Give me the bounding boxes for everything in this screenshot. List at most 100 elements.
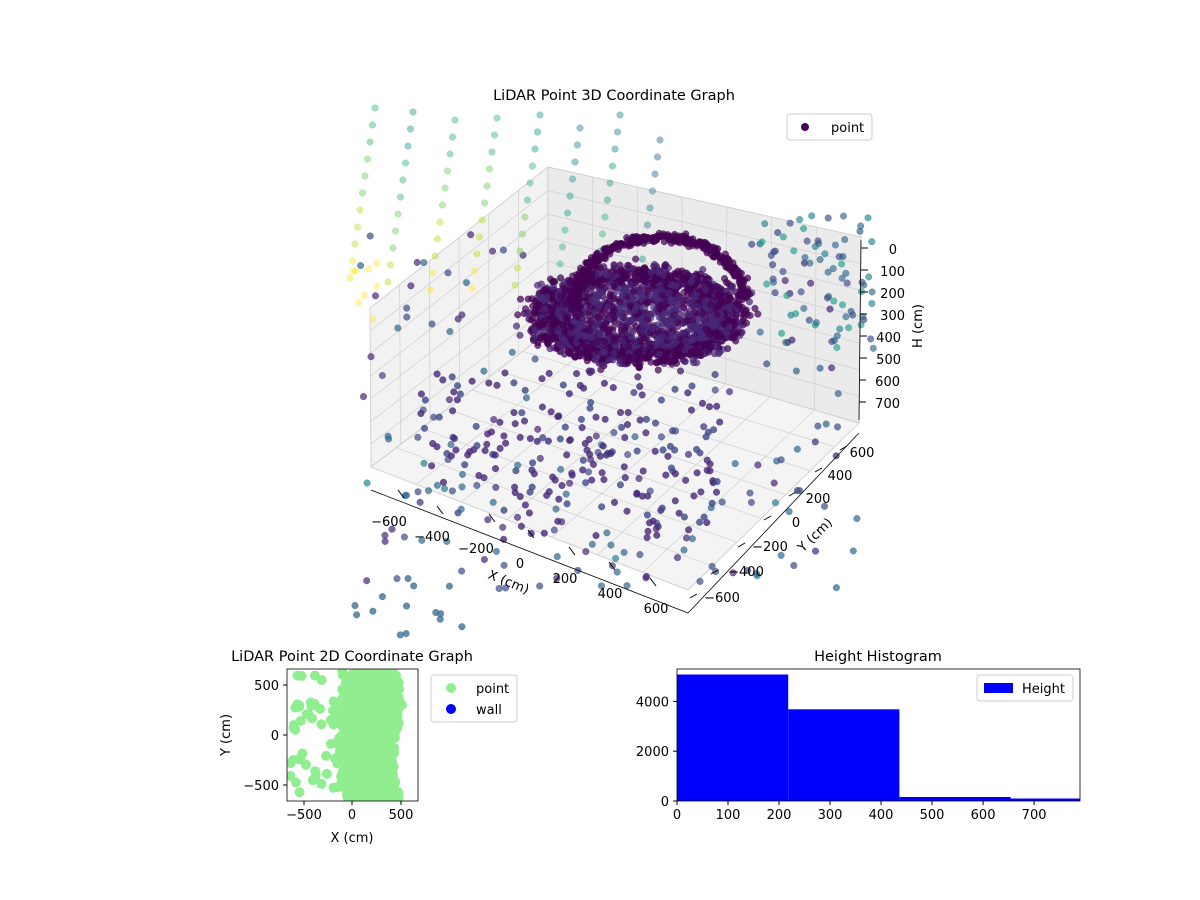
point-2d	[288, 722, 299, 733]
point-3d	[420, 459, 428, 467]
point-3d	[522, 394, 531, 402]
point-3d	[587, 254, 595, 262]
point-3d	[625, 242, 633, 250]
point-2d	[362, 771, 373, 782]
x-tick-label: 0	[516, 557, 524, 572]
point-3d	[726, 264, 734, 272]
point-cloud	[346, 104, 877, 639]
point-3d	[823, 294, 831, 302]
y-ticks-2d: 500 0 −500	[243, 679, 287, 794]
point-3d	[705, 280, 713, 289]
point-3d	[779, 267, 787, 276]
point-3d	[842, 269, 850, 277]
point-3d	[602, 320, 610, 328]
point-3d	[582, 548, 590, 556]
point-3d	[713, 311, 721, 319]
point-3d	[826, 305, 834, 313]
point-2d	[377, 669, 388, 675]
point-3d	[688, 535, 696, 543]
point-2d	[294, 787, 305, 798]
point-3d	[381, 537, 389, 545]
point-3d	[625, 353, 633, 361]
point-3d	[649, 234, 657, 242]
point-3d	[731, 460, 739, 468]
point-3d	[771, 499, 780, 507]
point-3d	[447, 452, 455, 460]
point-3d	[615, 320, 623, 328]
point-3d	[733, 329, 741, 337]
point-3d	[399, 176, 407, 184]
point-2d	[367, 691, 378, 702]
point-3d	[833, 343, 841, 352]
point-2d	[376, 761, 387, 772]
point-2d	[343, 747, 354, 758]
point-3d	[671, 385, 679, 393]
point-3d	[453, 396, 461, 404]
z-tick-label: 300	[880, 309, 905, 324]
grid-line-3d	[522, 350, 835, 448]
point-3d	[400, 533, 408, 541]
point-3d	[782, 338, 790, 346]
point-3d	[642, 574, 650, 582]
point-3d	[687, 406, 696, 414]
point-3d	[433, 481, 441, 489]
point-3d	[363, 479, 371, 487]
point-3d	[774, 229, 782, 237]
point-3d	[833, 423, 842, 431]
point-3d	[500, 432, 508, 440]
point-3d	[528, 162, 537, 170]
point-2d	[375, 690, 386, 701]
point-3d	[407, 282, 415, 290]
point-3d	[679, 329, 687, 337]
histogram-y-tick-label: 2000	[636, 745, 669, 760]
point-3d	[351, 601, 359, 610]
legend-3d: point	[786, 113, 873, 141]
point-3d	[458, 483, 466, 491]
point-3d	[597, 277, 605, 285]
point-3d	[496, 444, 504, 452]
point-3d	[597, 582, 606, 590]
point-3d	[777, 551, 785, 559]
point-3d	[356, 206, 364, 214]
point-3d	[557, 274, 565, 282]
point-3d	[473, 442, 481, 450]
point-3d	[492, 483, 500, 491]
point-3d	[693, 469, 701, 477]
point-3d	[556, 292, 564, 300]
point-3d	[540, 320, 548, 328]
point-3d	[811, 547, 820, 555]
point-3d	[402, 630, 410, 638]
point-3d	[428, 462, 436, 470]
point-3d	[433, 235, 442, 243]
point-2d	[389, 778, 400, 789]
point-3d	[483, 440, 491, 448]
point-3d	[458, 567, 466, 575]
point-3d	[623, 582, 631, 590]
point-3d	[576, 124, 584, 132]
y-tick-label: −400	[728, 565, 764, 580]
point-3d	[393, 575, 401, 583]
histogram-bar	[677, 674, 789, 801]
point-3d	[650, 331, 658, 339]
histogram-x-tick-label: 200	[767, 808, 792, 823]
point-3d	[625, 317, 634, 325]
point-3d	[636, 382, 644, 391]
point-3d	[725, 388, 734, 396]
point-3d	[675, 509, 683, 517]
point-3d	[627, 333, 635, 341]
histogram-x-tick-label: 600	[971, 808, 996, 823]
point-3d	[648, 324, 656, 332]
point-3d	[363, 155, 372, 163]
point-3d	[363, 577, 371, 585]
point-3d	[428, 269, 437, 277]
point-3d	[458, 470, 467, 478]
point-3d	[618, 291, 626, 299]
point-3d	[716, 292, 724, 300]
point-2d	[347, 669, 358, 680]
z-ticks: 0 100 200 300 400 500 600 700	[859, 243, 905, 412]
point-3d	[588, 334, 596, 342]
point-3d	[756, 328, 764, 336]
point-3d	[680, 513, 688, 521]
histogram-x-tick-label: 100	[716, 808, 741, 823]
point-3d	[788, 336, 796, 344]
